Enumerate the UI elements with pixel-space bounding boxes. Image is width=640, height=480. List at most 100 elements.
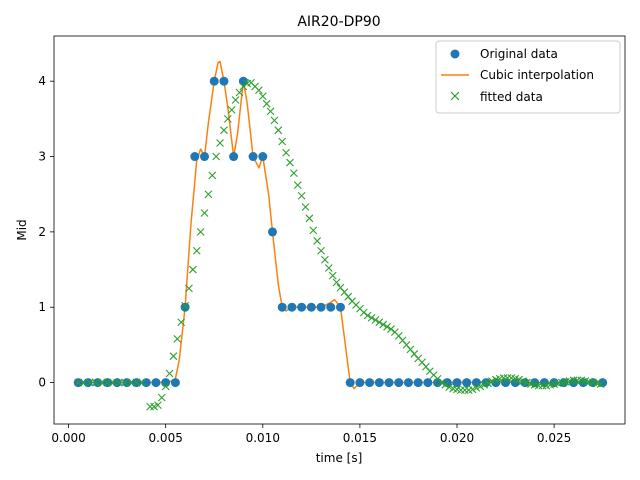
original-data-point: [530, 378, 540, 388]
fitted-data-point: [379, 320, 388, 329]
y-tick-label: 1: [38, 300, 46, 314]
fitted-data-point: [121, 378, 129, 387]
x-tick-label: 0.020: [440, 431, 474, 445]
fitted-data-point: [181, 301, 189, 310]
fitted-data-point: [103, 378, 112, 387]
original-data-point: [219, 76, 229, 86]
original-data-point: [297, 302, 307, 312]
legend-entry-cubic: Cubic interpolation: [480, 68, 594, 82]
x-tick-label: 0.005: [148, 431, 182, 445]
fitted-data-point: [437, 378, 446, 387]
original-data-point: [501, 378, 511, 388]
fitted-data-point: [200, 209, 209, 217]
fitted-data-point: [216, 139, 224, 147]
original-data-point: [170, 378, 180, 388]
fitted-data-point: [367, 313, 376, 322]
fitted-data-point: [173, 334, 182, 343]
fitted-data-point: [192, 246, 201, 255]
original-data-point: [394, 378, 404, 388]
fitted-data-point: [231, 96, 240, 104]
series-layer: [73, 60, 608, 411]
fitted-data-point: [86, 378, 94, 387]
fitted-data-point: [375, 318, 384, 327]
legend-entry-original: Original data: [480, 47, 558, 61]
fitted-data-point: [328, 271, 337, 280]
original-data-point: [248, 152, 258, 162]
fitted-data-point: [220, 126, 228, 135]
fitted-data-point: [80, 378, 88, 387]
original-data-point: [462, 378, 472, 388]
fitted-data-point: [177, 318, 186, 327]
x-axis: 0.000 0.005 0.010 0.015 0.020 0.025: [51, 424, 571, 445]
fitted-data-point: [270, 116, 279, 125]
fitted-data-point: [596, 380, 605, 388]
original-data-point: [200, 152, 210, 162]
fitted-data-point: [208, 171, 217, 180]
fitted-data-point: [109, 378, 118, 387]
fitted-data-point: [297, 191, 306, 200]
fitted-data-point: [383, 322, 391, 331]
fitted-data-point: [309, 226, 318, 235]
legend-entry-fitted: fitted data: [480, 90, 543, 104]
original-data-point: [287, 302, 297, 312]
fitted-data-point: [97, 378, 106, 387]
original-data-point: [374, 378, 384, 388]
fitted-data-point: [255, 86, 263, 95]
legend: Original data Cubic interpolation fitted…: [435, 40, 621, 114]
original-data-point: [267, 227, 277, 237]
fitted-data-point: [503, 374, 512, 382]
fitted-data-point: [258, 92, 267, 101]
fitted-data-point: [188, 265, 197, 274]
fitted-data-point: [157, 393, 166, 402]
y-tick-label: 4: [38, 74, 46, 88]
original-data-point: [180, 302, 190, 312]
fitted-data-point: [227, 105, 236, 114]
fitted-data-point: [115, 378, 123, 387]
x-tick-label: 0.015: [343, 431, 377, 445]
original-data-point: [209, 76, 219, 86]
fitted-data-point: [74, 378, 83, 387]
original-data-point: [306, 302, 316, 312]
fitted-data-point: [282, 148, 290, 157]
original-data-point: [345, 378, 355, 388]
fitted-data-point: [441, 380, 450, 389]
original-data-point: [355, 378, 365, 388]
fitted-data-point: [534, 381, 543, 390]
x-tick-label: 0.025: [537, 431, 571, 445]
fitted-data-point: [332, 278, 341, 287]
x-tick-label: 0.010: [246, 431, 280, 445]
legend-marker-original: [450, 49, 460, 59]
original-data-point: [316, 302, 326, 312]
fitted-data-point: [169, 352, 178, 361]
original-data-point: [413, 378, 423, 388]
legend-box: [435, 40, 621, 114]
original-data-point: [384, 378, 394, 388]
fitted-data-point: [305, 214, 314, 223]
y-tick-label: 0: [38, 376, 46, 390]
y-axis: 0 1 2 3 4: [38, 74, 54, 390]
plot-area-frame: [53, 35, 626, 425]
fitted-data-point: [185, 284, 193, 293]
fitted-data-point: [266, 107, 275, 116]
original-data-point: [190, 152, 200, 162]
fitted-data-point: [301, 203, 310, 211]
fitted-data-point: [223, 114, 232, 123]
fitted-data-point: [132, 378, 141, 387]
fitted-data-point: [161, 382, 170, 391]
original-data-point: [365, 378, 375, 388]
original-data-point: [258, 152, 268, 162]
fitted-data-point: [313, 237, 322, 245]
fitted-data-point: [91, 378, 100, 387]
original-data-point: [326, 302, 336, 312]
fitted-data-point: [359, 308, 368, 317]
fitted-data-point: [363, 311, 372, 320]
fitted-data-point: [262, 99, 271, 108]
fitted-data-point: [538, 381, 547, 390]
fitted-data-point: [460, 386, 469, 394]
fitted-data-point: [278, 137, 287, 146]
fitted-data-point: [289, 169, 298, 178]
fitted-data-point: [235, 88, 244, 97]
fitted-data-point: [324, 264, 333, 272]
original-data-point: [403, 378, 413, 388]
